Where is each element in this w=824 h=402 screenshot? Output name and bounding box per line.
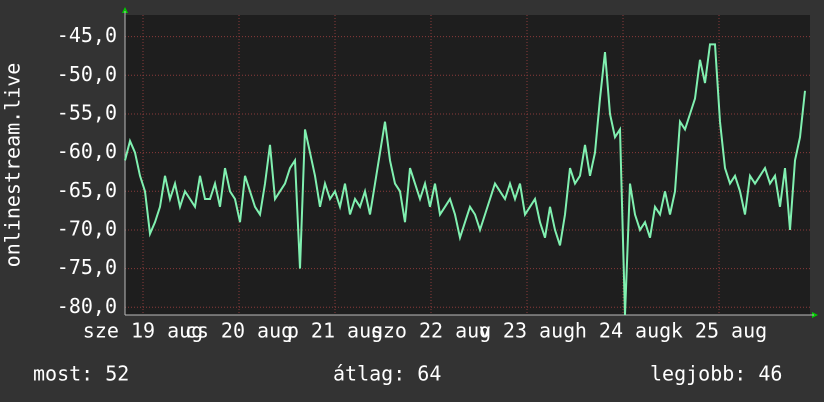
x-tick-label: p 21 aug [287, 319, 383, 343]
axis-arrow [122, 7, 128, 13]
y-tick-label: -50,0 [57, 62, 117, 86]
stat-current: most: 52 [33, 362, 129, 386]
y-tick-label: -70,0 [57, 216, 117, 240]
y-tick-label: -80,0 [57, 294, 117, 318]
y-axis-label: onlinestream.live [1, 63, 25, 268]
x-tick-label: sze 19 aug [83, 319, 203, 343]
axis-arrow [812, 312, 818, 318]
stat-average: átlag: 64 [333, 362, 441, 386]
y-tick-label: -65,0 [57, 178, 117, 202]
x-tick-label: h 24 aug [575, 319, 671, 343]
y-tick-label: -45,0 [57, 23, 117, 47]
y-tick-label: -60,0 [57, 139, 117, 163]
x-tick-label: szo 22 aug [371, 319, 491, 343]
data-line [124, 43, 806, 316]
stat-best: legjobb: 46 [650, 362, 782, 386]
x-tick-label: v 23 aug [479, 319, 575, 343]
x-tick-label: k 25 aug [671, 319, 767, 343]
y-tick-label: -75,0 [57, 255, 117, 279]
x-tick-label: cs 20 aug [185, 319, 293, 343]
y-tick-label: -55,0 [57, 100, 117, 124]
